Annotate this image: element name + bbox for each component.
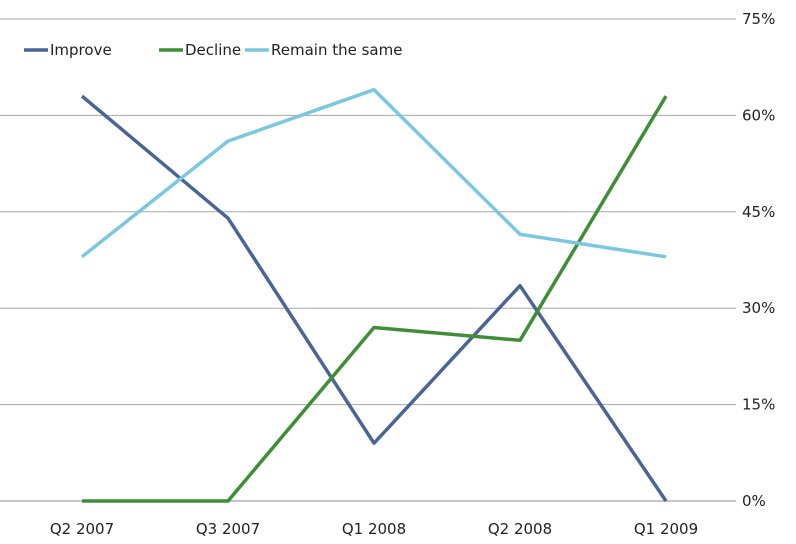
y-tick-label: 45% [742, 203, 775, 221]
y-tick-label: 60% [742, 106, 775, 124]
x-axis-tick-labels: Q2 2007 Q3 2007 Q1 2008 Q2 2008 Q1 2009 [50, 520, 698, 538]
series-line-improve [80, 94, 668, 502]
x-tick-label: Q1 2009 [634, 520, 698, 538]
series-line-remain-the-same [80, 87, 667, 259]
y-tick-label: 75% [742, 10, 775, 28]
x-tick-label: Q3 2007 [196, 520, 260, 538]
gridlines [0, 18, 736, 502]
legend-label: Decline [185, 41, 241, 59]
series-lines [80, 87, 668, 503]
legend-label: Improve [50, 41, 112, 59]
series-line-decline [82, 95, 668, 503]
y-axis-tick-labels: 0% 15% 30% 45% 60% 75% [742, 10, 775, 510]
y-tick-label: 0% [742, 492, 766, 510]
x-tick-label: Q2 2008 [488, 520, 552, 538]
y-tick-label: 15% [742, 396, 775, 414]
x-tick-label: Q1 2008 [342, 520, 406, 538]
legend-label: Remain the same [271, 41, 402, 59]
y-tick-label: 30% [742, 299, 775, 317]
legend: Improve Decline Remain the same [24, 41, 402, 59]
x-tick-label: Q2 2007 [50, 520, 114, 538]
